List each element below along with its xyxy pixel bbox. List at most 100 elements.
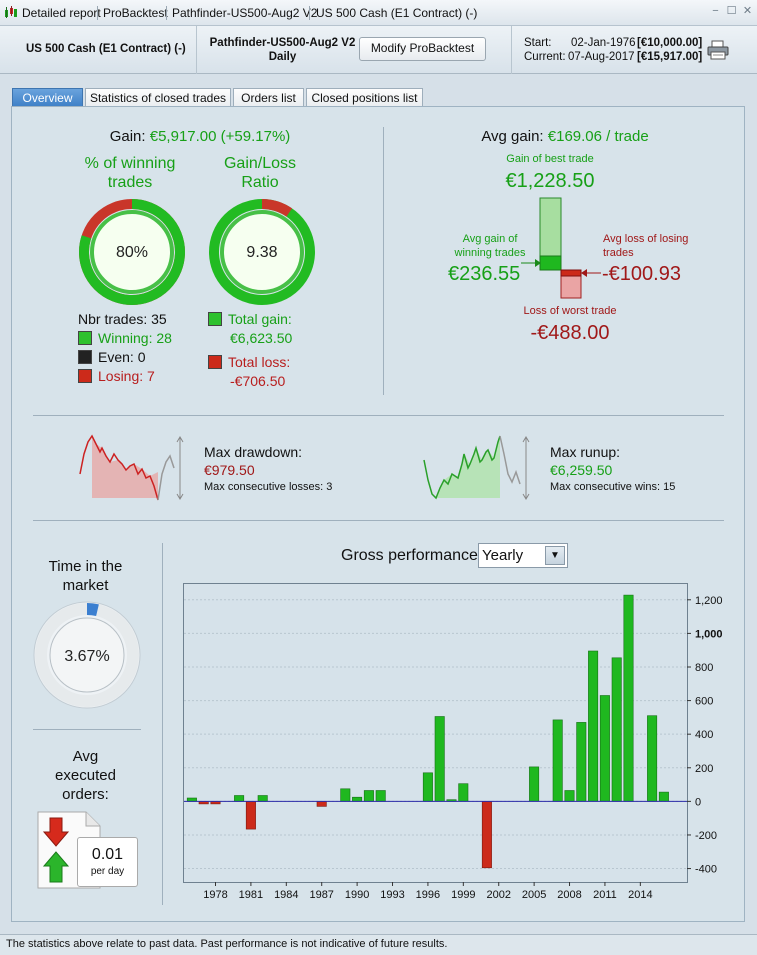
bar-1987: [316, 801, 327, 807]
glratio-title: Gain/Loss Ratio: [195, 154, 325, 192]
y-tick-label: 800: [695, 662, 713, 674]
avg-loss-arrow-icon: [581, 269, 601, 277]
instrument-name: US 500 Cash (E1 Contract) (-): [26, 43, 186, 55]
tab-overview[interactable]: Overview: [12, 88, 83, 107]
glratio-value: 9.38: [246, 244, 277, 261]
bar-1992: [375, 790, 386, 802]
x-tick-label: 1990: [345, 889, 369, 901]
worst-trade-label: Loss of worst trade: [523, 305, 617, 317]
y-tick-label: -400: [695, 864, 717, 876]
max-runup-value: €6,259.50: [550, 462, 613, 478]
divider-vertical: [383, 127, 384, 395]
current-date: 07-Aug-2017: [568, 51, 635, 63]
market-ring-arc: [35, 603, 139, 707]
time-in-market-line1: Time in the: [48, 558, 123, 575]
avg-gain-label: Avg gain:: [481, 128, 544, 145]
winning-title: % of winning trades: [65, 154, 195, 192]
start-capital: [€10,000.00]: [637, 37, 703, 49]
worst-trade-value: -€488.00: [530, 322, 610, 344]
avg-loss-bar: [560, 269, 582, 277]
bar-2008: [564, 790, 575, 802]
avg-win-label-line1: Avg gain of: [462, 233, 518, 245]
totals: Total gain: €6,623.50 Total loss: -€706.…: [208, 310, 292, 391]
max-runup-label: Max runup:: [550, 444, 621, 460]
max-drawdown-value: €979.50: [204, 462, 255, 478]
even-swatch-icon: [78, 350, 92, 364]
start-label: Start:: [524, 37, 552, 49]
app-icon: [4, 5, 18, 19]
gain-label: Gain:: [109, 128, 146, 145]
avg-orders-line1: Avg: [72, 748, 99, 765]
total-gain-label: Total gain:: [228, 311, 292, 327]
x-tick-label: 1993: [380, 889, 404, 901]
x-tick-label: 1984: [274, 889, 298, 901]
avg-gain-chart: [539, 197, 582, 299]
best-trade-value: €1,228.50: [505, 170, 595, 192]
winning-ring: 80%: [79, 199, 185, 305]
divider-vertical-2: [162, 543, 163, 905]
current-label: Current:: [524, 51, 566, 63]
y-tick-label: -200: [695, 830, 717, 842]
glratio-ring-inner: [220, 210, 304, 294]
market-ring-inner: [49, 617, 125, 693]
maximize-icon[interactable]: ☐: [726, 5, 737, 17]
avg-win-arrow-icon: [521, 259, 541, 267]
winning-count-row: Winning: 28: [78, 329, 172, 348]
start-date: 02-Jan-1976: [571, 37, 636, 49]
x-tick-label: 2005: [522, 889, 546, 901]
winning-pct: 80%: [116, 244, 148, 261]
glratio-title-line2: Ratio: [241, 174, 279, 191]
tab-strip: Overview Statistics of closed trades Ord…: [0, 74, 757, 107]
even-count: Even: 0: [98, 349, 146, 365]
chevron-down-icon[interactable]: ▼: [545, 546, 565, 565]
avg-win-value: €236.55: [448, 263, 521, 285]
bar-1980: [234, 795, 245, 802]
glratio-title-line1: Gain/Loss: [223, 155, 297, 172]
bar-2005: [529, 766, 540, 802]
divider-left-small: [33, 729, 141, 730]
title-tab-probacktest[interactable]: ProBacktest: [103, 6, 168, 20]
modify-probacktest-button[interactable]: Modify ProBacktest: [359, 37, 486, 61]
avg-loss-label: Avg loss of losing trades: [603, 232, 713, 260]
losing-count: Losing: 7: [98, 368, 155, 384]
avg-gain-summary: Avg gain: €169.06 / trade: [400, 128, 730, 145]
system-name: Pathfinder-US500-Aug2 V2: [209, 37, 356, 49]
title-tab-system[interactable]: Pathfinder-US500-Aug2 V2: [172, 6, 318, 20]
bar-2010: [588, 650, 599, 802]
close-icon[interactable]: ✕: [742, 5, 753, 17]
avg-win-bar: [539, 255, 562, 271]
nbr-trades: Nbr trades: 35: [78, 311, 167, 327]
time-in-market-title: Time in the market: [28, 557, 143, 595]
time-in-market-ring: 3.67%: [33, 601, 141, 709]
max-drawdown-label: Max drawdown:: [204, 444, 303, 460]
losing-swatch-icon: [78, 369, 92, 383]
title-tab-report[interactable]: Detailed report: [22, 6, 101, 20]
bar-1989: [340, 788, 351, 802]
printer-icon[interactable]: [707, 40, 729, 60]
report-header: US 500 Cash (E1 Contract) (-) Pathfinder…: [0, 26, 757, 74]
gross-performance-chart: -400 -200 0 200 400 600 800 1,000 1,200 1978 1981…: [183, 583, 723, 901]
tab-statistics-closed-trades[interactable]: Statistics of closed trades: [85, 88, 231, 107]
y-tick-label: 200: [695, 763, 713, 775]
bar-2015: [647, 715, 658, 802]
avg-orders-line3: orders:: [62, 786, 109, 803]
bar-1996: [422, 772, 433, 802]
x-tick-label: 1999: [451, 889, 475, 901]
bar-1981: [245, 801, 256, 830]
avg-orders-box: 0.01 per day: [77, 837, 138, 887]
avg-orders-line2: executed: [55, 767, 116, 784]
trade-counts: Nbr trades: 35 Winning: 28 Even: 0 Losin…: [78, 310, 172, 386]
y-tick-label: 1,200: [695, 595, 723, 607]
glratio-ring: 9.38: [209, 199, 315, 305]
tab-closed-positions-list[interactable]: Closed positions list: [306, 88, 423, 107]
x-tick-label: 2002: [486, 889, 510, 901]
x-tick-label: 1996: [416, 889, 440, 901]
winning-swatch-icon: [78, 331, 92, 345]
title-tab-instrument[interactable]: US 500 Cash (E1 Contract) (-): [316, 6, 478, 20]
avg-loss-value: -€100.93: [602, 263, 681, 285]
tab-orders-list[interactable]: Orders list: [233, 88, 304, 107]
best-trade-label: Gain of best trade: [506, 153, 594, 165]
winning-title-line2: trades: [107, 174, 153, 191]
minimize-icon[interactable]: −: [712, 5, 719, 17]
period-select[interactable]: Yearly ▼: [478, 543, 568, 568]
